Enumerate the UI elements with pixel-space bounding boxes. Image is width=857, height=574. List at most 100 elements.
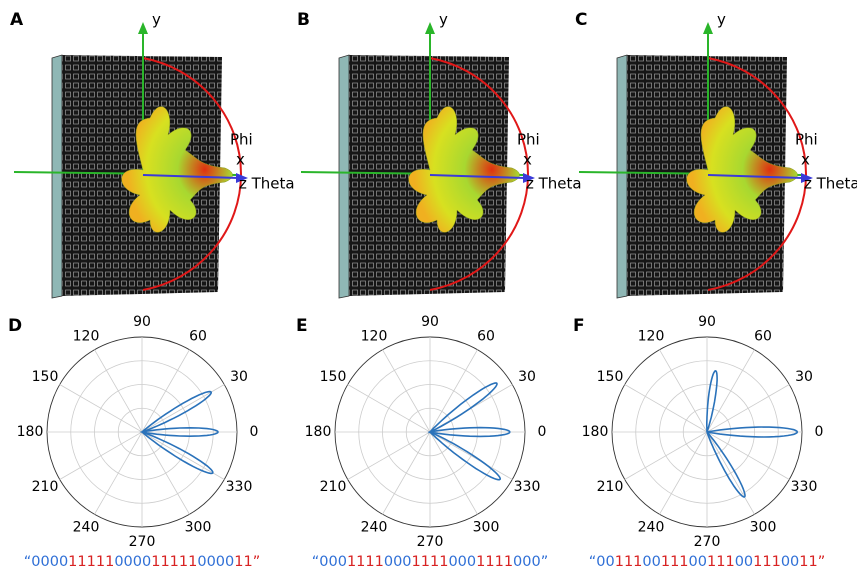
metasurface-edge <box>338 54 350 299</box>
code-segment: 111 <box>707 554 735 570</box>
theta-tick-label: 0 <box>250 424 259 440</box>
code-segment: 111 <box>615 554 643 570</box>
theta-tick-label: 210 <box>597 479 624 495</box>
theta-tick-label: 90 <box>698 314 716 330</box>
grid-spoke <box>59 384 143 433</box>
panel-label: D <box>8 316 22 336</box>
grid-spoke <box>382 349 431 433</box>
z-axis <box>707 174 804 179</box>
y-arrow <box>425 22 435 34</box>
theta-tick-label: 30 <box>795 369 813 385</box>
grid-spoke <box>141 431 190 515</box>
code-segment: 0000 <box>114 554 151 570</box>
z-arrow <box>523 173 535 183</box>
axis-label: y <box>152 11 161 29</box>
lobe <box>427 426 511 438</box>
theta-tick-label: 0 <box>538 424 547 440</box>
theta-tick-label: 0 <box>815 424 824 440</box>
beam-3d <box>686 106 798 233</box>
code-segment: 000 <box>384 554 412 570</box>
code-segment: 00 <box>642 554 660 570</box>
axis-label: Phi <box>230 131 253 149</box>
grid-spoke <box>429 431 478 515</box>
lobe <box>706 431 746 498</box>
grid-spoke <box>429 431 513 480</box>
code-segment: 000 <box>448 554 476 570</box>
theta-tick-label: 30 <box>230 369 248 385</box>
theta-tick-label: 240 <box>638 519 665 535</box>
theta-tick-label: 150 <box>320 369 347 385</box>
theta-tick-label: 60 <box>189 329 207 345</box>
z-arrow <box>801 173 813 183</box>
lobe <box>141 390 213 433</box>
z-arrow <box>236 173 248 183</box>
theta-tick-label: 60 <box>477 329 495 345</box>
beam-3d <box>121 106 233 233</box>
theta-tick-label: 180 <box>305 424 332 440</box>
theta-tick-label: 300 <box>185 519 212 535</box>
code-segment: 1111 <box>412 554 449 570</box>
theta-tick-label: 90 <box>133 314 151 330</box>
theta-tick-label: 90 <box>421 314 439 330</box>
lobe <box>428 382 498 434</box>
theta-tick-label: 330 <box>226 479 253 495</box>
coding-sequence: “000111100011110001111000” <box>312 554 549 570</box>
code-segment: “00 <box>589 554 615 570</box>
lobe <box>706 370 718 433</box>
code-segment: “0000 <box>24 554 68 570</box>
theta-tick-label: 180 <box>582 424 609 440</box>
grid-spoke <box>347 431 431 480</box>
theta-tick-label: 270 <box>129 534 156 550</box>
axis-label: x <box>801 151 810 169</box>
grid-spoke <box>659 431 708 515</box>
code-segment: 11” <box>234 554 260 570</box>
phi-arc <box>429 57 529 291</box>
grid-spoke <box>94 431 143 515</box>
lobe <box>429 431 502 481</box>
theta-tick-label: 330 <box>514 479 541 495</box>
axis-label: Phi <box>517 131 540 149</box>
code-segment: 111 <box>661 554 689 570</box>
grid-spoke <box>706 431 790 480</box>
code-segment: 11111 <box>151 554 197 570</box>
axis-label: z Theta <box>526 175 582 193</box>
axis-label: y <box>717 11 726 29</box>
code-segment: 1111 <box>476 554 513 570</box>
theta-tick-label: 120 <box>638 329 665 345</box>
theta-tick-label: 210 <box>32 479 59 495</box>
grid-spoke <box>59 431 143 480</box>
theta-tick-label: 300 <box>750 519 777 535</box>
theta-tick-label: 300 <box>473 519 500 535</box>
axis-label: x <box>236 151 245 169</box>
grid-spoke <box>659 349 708 433</box>
theta-tick-label: 60 <box>754 329 772 345</box>
panel-label: F <box>573 316 585 336</box>
code-segment: 00 <box>689 554 707 570</box>
code-segment: 11” <box>799 554 825 570</box>
lobe <box>141 431 214 475</box>
theta-tick-label: 120 <box>73 329 100 345</box>
theta-tick-label: 330 <box>791 479 818 495</box>
lobe <box>139 426 219 438</box>
grid-spoke <box>706 349 755 433</box>
axis-label: x <box>523 151 532 169</box>
phi-arc <box>142 57 242 291</box>
coding-sequence: “001110011100111001110011” <box>589 554 826 570</box>
grid-spoke <box>706 384 790 433</box>
panel-label: B <box>297 10 310 30</box>
coding-sequence: “000011111000011111000011” <box>24 554 260 570</box>
phi-arc <box>707 57 807 291</box>
panel-label: A <box>10 10 24 30</box>
code-segment: 11111 <box>68 554 114 570</box>
theta-tick-label: 30 <box>518 369 536 385</box>
theta-tick-label: 240 <box>73 519 100 535</box>
y-arrow <box>703 22 713 34</box>
theta-tick-label: 150 <box>32 369 59 385</box>
z-axis <box>142 174 239 179</box>
grid-spoke <box>429 349 478 433</box>
lobe <box>706 426 799 438</box>
